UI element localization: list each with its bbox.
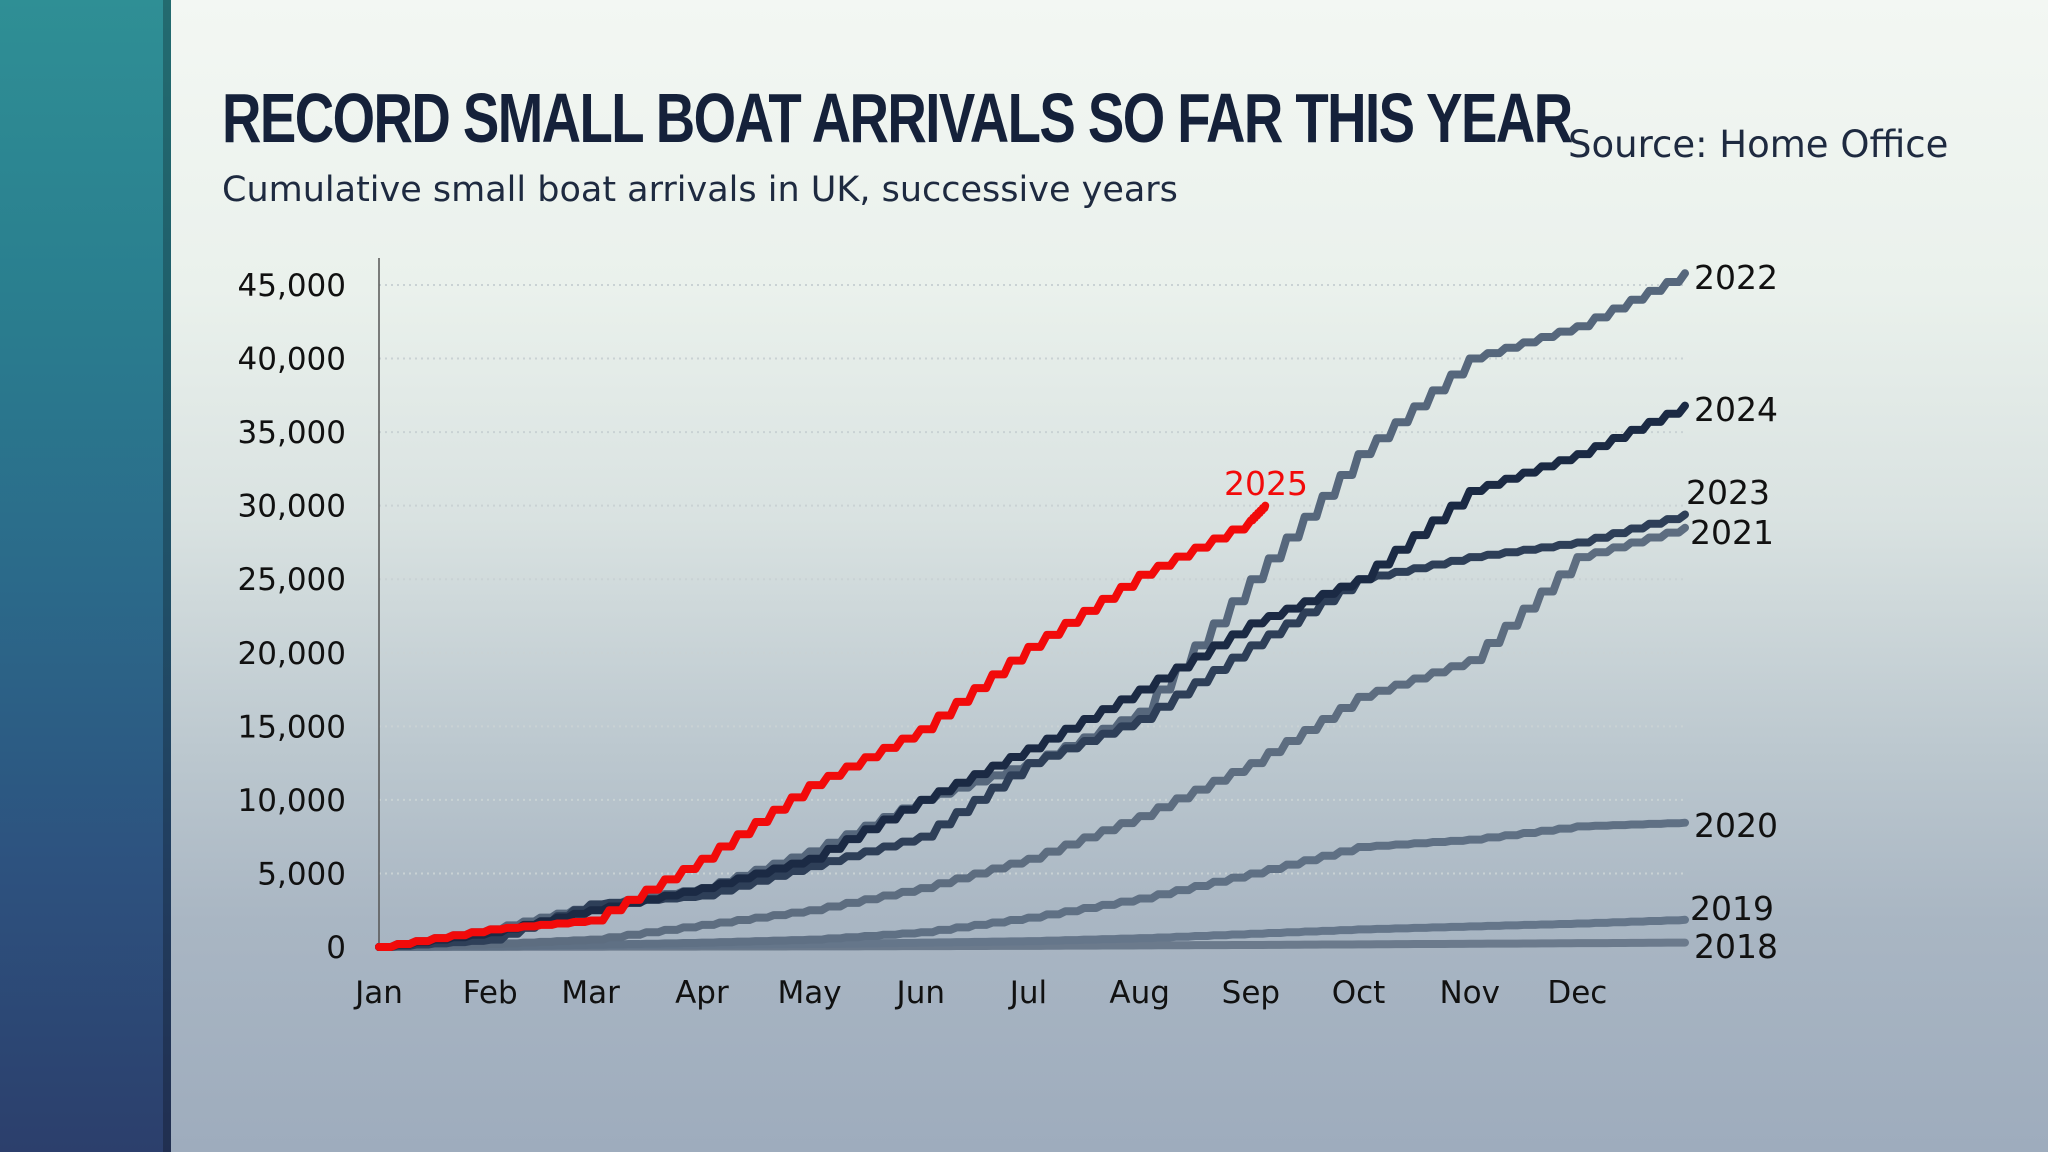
x-tick-label: Nov <box>1439 975 1500 1011</box>
series-label-2019: 2019 <box>1690 889 1774 928</box>
y-tick-label: 45,000 <box>238 268 346 304</box>
page-title: RECORD SMALL BOAT ARRIVALS SO FAR THIS Y… <box>222 79 1573 157</box>
x-tick-label: Jul <box>1008 975 1047 1011</box>
y-tick-label: 15,000 <box>238 709 346 745</box>
y-tick-label: 30,000 <box>238 489 346 525</box>
series-label-2018: 2018 <box>1694 927 1778 966</box>
series-line-2023 <box>375 510 1689 951</box>
x-tick-label: Sep <box>1222 975 1280 1011</box>
y-tick-label: 35,000 <box>238 415 346 451</box>
series-label-2022: 2022 <box>1694 258 1778 297</box>
y-tick-label: 25,000 <box>238 562 346 598</box>
y-tick-label: 5,000 <box>257 856 346 892</box>
x-tick-label: May <box>778 975 842 1011</box>
series-line-2022 <box>375 269 1689 951</box>
x-tick-label: Oct <box>1332 975 1386 1011</box>
y-tick-label: 0 <box>326 930 346 966</box>
y-tick-label: 40,000 <box>238 342 346 378</box>
x-tick-label: Apr <box>675 975 729 1011</box>
series-label-2025: 2025 <box>1224 464 1308 503</box>
y-tick-label: 10,000 <box>238 783 346 819</box>
series-line-2025 <box>375 501 1270 951</box>
x-tick-label: Jan <box>353 975 403 1011</box>
series-line-2021 <box>375 523 1689 951</box>
chart-subtitle: Cumulative small boat arrivals in UK, su… <box>222 170 1178 210</box>
x-tick-label: Mar <box>561 975 620 1011</box>
series-label-2021: 2021 <box>1690 513 1774 552</box>
x-tick-label: Dec <box>1547 975 1607 1011</box>
series-line-2020 <box>375 818 1689 951</box>
chart-panel <box>171 0 2048 1152</box>
series-label-2024: 2024 <box>1694 390 1778 429</box>
series-label-2020: 2020 <box>1694 806 1778 845</box>
background-image-strip <box>0 0 171 1152</box>
x-tick-label: Feb <box>463 975 518 1011</box>
x-tick-label: Jun <box>895 975 945 1011</box>
source-note: Source: Home Office <box>1568 123 1949 166</box>
series-line-2024 <box>375 401 1689 951</box>
series-label-2023: 2023 <box>1686 473 1770 512</box>
x-tick-label: Aug <box>1109 975 1170 1011</box>
y-tick-label: 20,000 <box>238 636 346 672</box>
